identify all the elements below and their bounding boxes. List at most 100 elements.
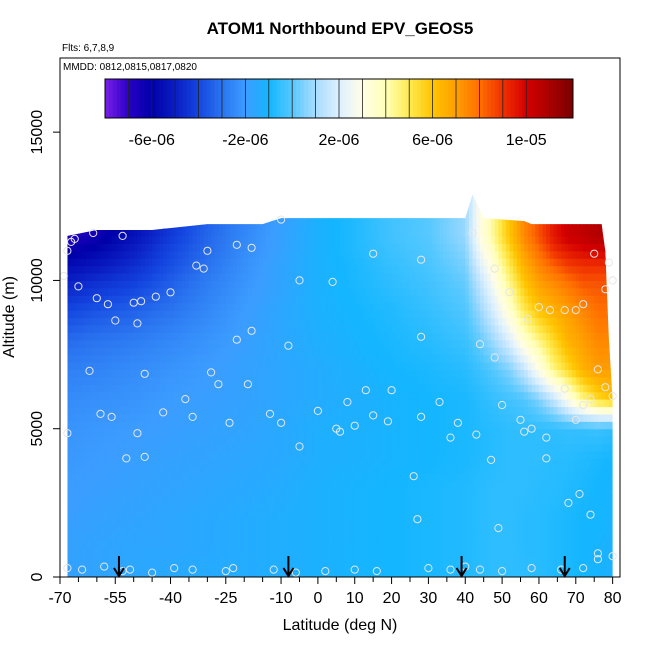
field-cell	[365, 495, 371, 504]
field-cell	[233, 473, 238, 482]
field-cell	[163, 302, 168, 311]
field-cell	[203, 324, 208, 333]
field-cell	[141, 547, 146, 556]
field-cell	[174, 391, 179, 400]
field-cell	[314, 310, 319, 319]
field-cell	[188, 235, 194, 244]
field-cell	[148, 302, 153, 311]
field-cell	[85, 436, 91, 445]
field-cell	[104, 443, 109, 452]
field-cell	[417, 198, 422, 207]
field-cell	[74, 332, 79, 341]
field-cell	[369, 376, 374, 385]
field-cell	[233, 362, 238, 370]
field-cell	[417, 295, 422, 304]
field-cell	[166, 413, 172, 422]
field-cell	[244, 451, 249, 459]
field-cell	[111, 332, 116, 341]
field-cell	[365, 317, 371, 326]
field-cell	[332, 347, 337, 356]
field-cell	[328, 280, 334, 289]
field-cell	[292, 235, 297, 244]
field-cell	[130, 539, 135, 548]
field-cell	[281, 525, 286, 534]
field-cell	[152, 436, 157, 445]
field-cell	[225, 339, 231, 348]
field-cell	[262, 443, 267, 452]
field-cell	[270, 213, 275, 222]
field-cell	[273, 273, 278, 281]
field-cell	[166, 569, 172, 577]
field-cell	[343, 391, 348, 400]
field-cell	[148, 539, 153, 548]
field-cell	[71, 406, 76, 415]
field-cell	[71, 332, 76, 341]
field-cell	[306, 547, 312, 556]
field-cell	[155, 473, 161, 482]
field-cell	[354, 339, 359, 348]
field-cell	[358, 369, 363, 378]
field-cell	[82, 362, 87, 370]
field-cell	[384, 198, 389, 207]
field-cell	[406, 554, 411, 563]
field-cell	[321, 302, 326, 311]
field-cell	[100, 473, 105, 482]
field-cell	[211, 280, 216, 289]
field-cell	[317, 228, 323, 237]
field-cell	[214, 502, 219, 511]
field-cell	[185, 517, 190, 526]
field-cell	[130, 547, 135, 556]
field-cell	[236, 480, 242, 489]
field-cell	[380, 228, 385, 237]
field-cell	[163, 243, 168, 252]
field-cell	[100, 287, 105, 296]
field-cell	[104, 517, 109, 526]
field-cell	[295, 287, 301, 296]
field-cell	[181, 554, 186, 563]
field-cell	[207, 332, 212, 341]
field-cell	[321, 287, 326, 296]
field-cell	[340, 413, 345, 422]
field-cell	[122, 280, 127, 289]
field-cell	[166, 339, 172, 348]
field-cell	[141, 347, 146, 356]
field-cell	[233, 213, 238, 222]
field-cell	[89, 399, 94, 408]
field-cell	[159, 250, 164, 259]
field-cell	[196, 465, 201, 474]
field-cell	[170, 547, 175, 556]
field-cell	[321, 517, 326, 526]
field-cell	[247, 273, 253, 281]
field-cell	[188, 354, 194, 363]
field-cell	[130, 194, 135, 200]
field-cell	[317, 532, 323, 541]
field-cell	[354, 406, 359, 415]
field-cell	[369, 310, 374, 319]
field-cell	[144, 376, 149, 385]
field-cell	[417, 495, 422, 504]
field-cell	[347, 228, 352, 237]
field-cell	[314, 458, 319, 467]
field-cell	[240, 443, 245, 452]
field-cell	[166, 347, 172, 356]
field-cell	[163, 532, 168, 541]
field-cell	[314, 198, 319, 207]
field-cell	[141, 399, 146, 408]
field-cell	[387, 443, 393, 452]
field-cell	[96, 428, 102, 437]
field-cell	[303, 539, 308, 548]
field-cell	[358, 235, 363, 244]
field-cell	[188, 384, 194, 393]
field-cell	[89, 436, 94, 445]
field-cell	[398, 495, 404, 504]
field-cell	[266, 194, 271, 200]
field-cell	[247, 362, 253, 370]
field-cell	[295, 517, 301, 526]
field-cell	[122, 436, 127, 445]
field-cell	[321, 451, 326, 459]
field-cell	[170, 228, 175, 237]
field-cell	[152, 250, 157, 259]
field-cell	[174, 265, 179, 274]
field-cell	[181, 488, 186, 496]
